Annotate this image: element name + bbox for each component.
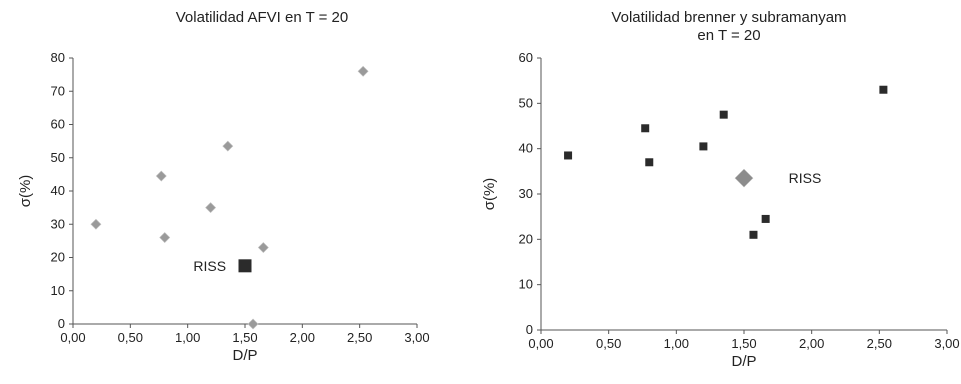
x-tick-label: 2,50 (867, 336, 892, 351)
chart-title: Volatilidad brenner y subramanyam (611, 9, 846, 26)
data-point (357, 65, 369, 77)
x-tick-label: 0,50 (118, 330, 143, 345)
y-tick-label: 20 (51, 250, 65, 265)
data-point (641, 124, 650, 133)
y-tick-label: 0 (58, 316, 65, 331)
y-tick-label: 70 (51, 83, 65, 98)
data-point (761, 214, 770, 223)
x-tick-label: 0,00 (528, 336, 553, 351)
x-tick-label: 1,50 (731, 336, 756, 351)
y-tick-label: 50 (519, 95, 533, 110)
data-point (749, 230, 758, 239)
y-tick-label: 60 (51, 117, 65, 132)
data-point (90, 218, 102, 230)
y-tick-label: 20 (519, 231, 533, 246)
x-tick-label: 2,00 (290, 330, 315, 345)
data-point (645, 158, 654, 167)
x-tick-label: 1,00 (175, 330, 200, 345)
y-tick-label: 40 (519, 141, 533, 156)
chart-title: Volatilidad AFVI en T = 20 (176, 9, 349, 26)
data-point (247, 318, 259, 330)
data-point (205, 202, 217, 214)
data-point (564, 151, 573, 160)
y-axis-label: σ(%) (481, 178, 498, 211)
y-tick-label: 80 (51, 50, 65, 65)
y-tick-label: 60 (519, 50, 533, 65)
x-tick-label: 0,00 (60, 330, 85, 345)
chart-title: en T = 20 (697, 27, 760, 44)
data-point (699, 142, 708, 151)
x-tick-label: 2,50 (347, 330, 372, 345)
y-axis-label: σ(%) (17, 175, 34, 208)
y-tick-label: 30 (519, 186, 533, 201)
x-tick-label: 2,00 (799, 336, 824, 351)
x-tick-label: 3,00 (934, 336, 959, 351)
y-tick-label: 30 (51, 216, 65, 231)
x-axis-label: D/P (232, 347, 257, 364)
data-point (222, 140, 234, 152)
riss-marker (734, 168, 754, 188)
data-point (257, 242, 269, 253)
annotation-label: RISS (789, 170, 822, 186)
x-tick-label: 1,50 (232, 330, 257, 345)
data-point (155, 170, 167, 182)
data-point (159, 232, 171, 243)
x-axis-label: D/P (731, 353, 756, 370)
data-point (879, 85, 888, 94)
y-tick-label: 0 (526, 322, 533, 337)
annotation-label: RISS (193, 258, 226, 274)
x-tick-label: 0,50 (596, 336, 621, 351)
y-tick-label: 40 (51, 183, 65, 198)
x-tick-label: 1,00 (664, 336, 689, 351)
riss-marker (238, 259, 252, 273)
data-point (719, 110, 728, 119)
y-tick-label: 10 (51, 283, 65, 298)
y-tick-label: 50 (51, 150, 65, 165)
y-tick-label: 10 (519, 277, 533, 292)
x-tick-label: 3,00 (404, 330, 429, 345)
